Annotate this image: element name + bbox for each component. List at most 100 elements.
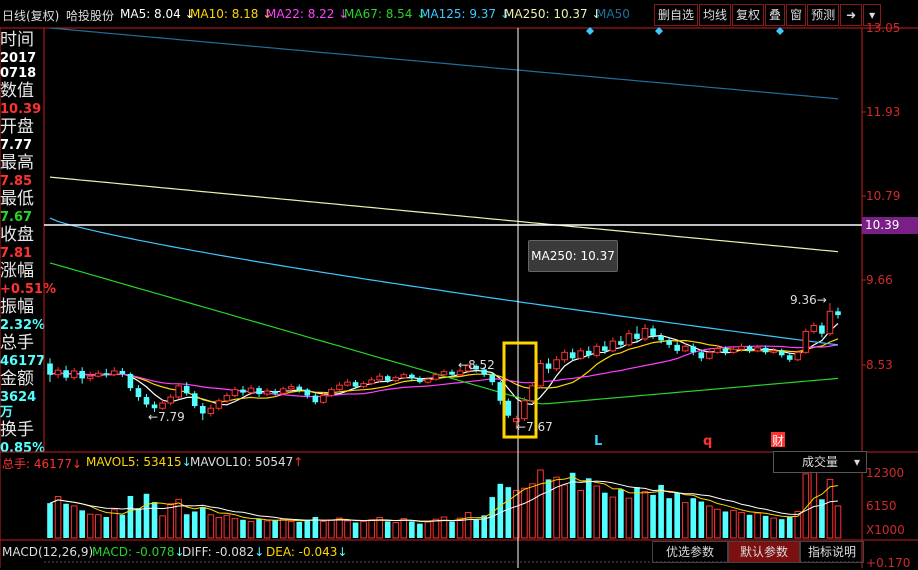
candle-body[interactable]	[240, 389, 246, 393]
candle-body[interactable]	[674, 344, 680, 351]
candle-body[interactable]	[135, 388, 142, 398]
adjust-button[interactable]: 复权	[732, 4, 765, 26]
candle-body[interactable]	[287, 386, 295, 390]
candle-body[interactable]	[159, 402, 166, 409]
candle-body[interactable]	[529, 385, 536, 402]
candle-body[interactable]	[256, 388, 262, 395]
event-diamond-icon[interactable]	[655, 27, 663, 35]
candle-body[interactable]	[681, 345, 689, 352]
candle-body[interactable]	[666, 340, 672, 345]
indicator-select[interactable]: 成交量 ▾	[773, 451, 867, 473]
finance-marker[interactable]: 财	[772, 434, 784, 448]
candle-body[interactable]	[577, 350, 584, 359]
candle-body[interactable]	[505, 400, 512, 416]
candle-body[interactable]	[650, 328, 656, 336]
candle-body[interactable]	[63, 370, 69, 378]
candle-body[interactable]	[368, 379, 375, 385]
candle-body[interactable]	[778, 350, 785, 356]
candle-body[interactable]	[86, 375, 94, 379]
window-button[interactable]: 窗	[786, 4, 807, 26]
candle-body[interactable]	[263, 390, 271, 395]
candle-body[interactable]	[215, 400, 223, 409]
candle-body[interactable]	[714, 348, 721, 353]
candle-body[interactable]	[191, 393, 198, 407]
candle-body[interactable]	[794, 351, 802, 361]
delete-watchlist-button[interactable]: 删自选	[654, 4, 699, 26]
candle-body[interactable]	[199, 406, 206, 414]
candle-body[interactable]	[449, 371, 455, 375]
candle-body[interactable]	[826, 310, 834, 335]
candle-body[interactable]	[417, 378, 423, 383]
candle-body[interactable]	[328, 389, 335, 397]
candle-body[interactable]	[94, 372, 102, 377]
candle-body[interactable]	[167, 396, 174, 404]
candle-body[interactable]	[296, 386, 303, 390]
chart-period-title[interactable]: 日线(复权)	[2, 9, 60, 23]
dropdown-arrow-icon[interactable]: ▾	[863, 4, 882, 26]
candle-body[interactable]	[497, 382, 504, 401]
event-diamond-icon[interactable]	[776, 27, 784, 35]
candle-body[interactable]	[79, 370, 85, 379]
candle-body[interactable]	[143, 397, 150, 405]
candle-body[interactable]	[376, 375, 383, 381]
event-marker-l[interactable]: L	[594, 434, 602, 449]
candle-body[interactable]	[127, 373, 134, 389]
candle-body[interactable]	[706, 351, 713, 359]
candle-body[interactable]	[770, 350, 777, 353]
candle-body[interactable]	[456, 370, 464, 376]
candle-body[interactable]	[304, 389, 311, 396]
candle-body[interactable]	[738, 345, 745, 350]
candle-body[interactable]	[54, 369, 62, 376]
candle-body[interactable]	[231, 389, 239, 397]
candle-body[interactable]	[602, 346, 608, 351]
indicator-help-button[interactable]: 指标说明	[800, 541, 864, 563]
candle-body[interactable]	[553, 359, 560, 370]
candle-body[interactable]	[424, 378, 432, 383]
candle-body[interactable]	[151, 404, 158, 409]
candle-body[interactable]	[810, 324, 818, 332]
candle-body[interactable]	[641, 327, 649, 340]
candle-body[interactable]	[312, 395, 319, 403]
candle-body[interactable]	[344, 381, 351, 386]
candle-body[interactable]	[111, 370, 118, 376]
candle-body[interactable]	[409, 374, 415, 379]
candle-body[interactable]	[464, 365, 472, 372]
candle-body[interactable]	[609, 340, 617, 352]
event-marker-q[interactable]: q	[703, 434, 712, 449]
candle-body[interactable]	[489, 374, 496, 383]
candle-body[interactable]	[400, 374, 408, 379]
event-diamond-icon[interactable]	[586, 27, 594, 35]
candle-body[interactable]	[360, 383, 367, 388]
candle-body[interactable]	[481, 369, 488, 375]
candle-body[interactable]	[722, 348, 729, 353]
candle-body[interactable]	[392, 377, 400, 382]
candle-body[interactable]	[754, 347, 761, 352]
candle-body[interactable]	[432, 374, 440, 380]
forecast-button[interactable]: 预测	[807, 4, 840, 26]
candle-body[interactable]	[762, 347, 769, 353]
candle-body[interactable]	[336, 384, 343, 391]
candle-body[interactable]	[440, 371, 448, 376]
candle-body[interactable]	[247, 387, 255, 394]
candle-body[interactable]	[473, 365, 479, 370]
candle-body[interactable]	[320, 395, 327, 403]
candle-body[interactable]	[690, 346, 697, 353]
candle-body[interactable]	[835, 311, 841, 316]
candle-body[interactable]	[746, 346, 753, 351]
candle-body[interactable]	[279, 388, 287, 394]
default-params-button[interactable]: 默认参数	[728, 541, 800, 563]
candle-body[interactable]	[786, 355, 793, 360]
candle-body[interactable]	[352, 382, 359, 387]
overlay-button[interactable]: 叠	[765, 4, 786, 26]
candle-body[interactable]	[272, 391, 278, 394]
optimize-params-button[interactable]: 优选参数	[652, 541, 728, 563]
candle-body[interactable]	[175, 385, 182, 398]
candle-body[interactable]	[537, 363, 544, 387]
candle-body[interactable]	[521, 400, 528, 420]
candle-body[interactable]	[513, 418, 520, 423]
candle-body[interactable]	[70, 370, 78, 379]
candle-body[interactable]	[625, 333, 633, 346]
candle-body[interactable]	[634, 333, 640, 339]
candle-body[interactable]	[207, 407, 215, 414]
